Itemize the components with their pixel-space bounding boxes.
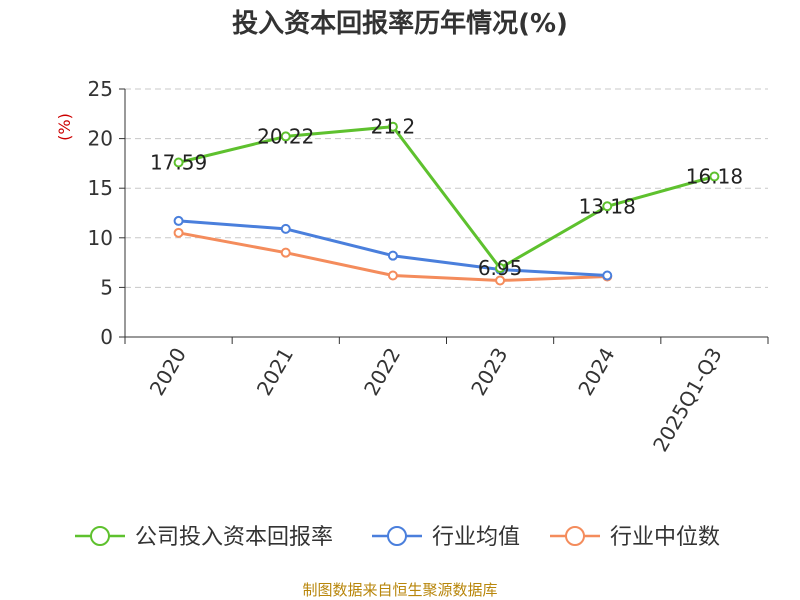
series-1-point (602, 270, 613, 281)
data-label: 13.18 (579, 194, 636, 218)
data-label: 6.95 (478, 256, 523, 280)
legend-marker-1 (387, 526, 407, 546)
y-tick-label: 15 (88, 176, 113, 200)
series-2-point (495, 275, 506, 286)
series-layer (173, 121, 720, 286)
grid-layer (125, 88, 768, 288)
legend: 公司投入资本回报率 行业均值 行业中位数 (75, 525, 720, 550)
x-tick-label: 2022 (359, 344, 405, 400)
legend-label-1: 行业均值 (432, 525, 520, 550)
y-axis-unit-label: (%) (55, 113, 74, 141)
legend-label-0: 公司投入资本回报率 (135, 525, 333, 550)
series-2-point (280, 247, 291, 258)
series-line-1 (178, 219, 608, 277)
series-0-point (709, 171, 720, 182)
x-tick-label: 2025Q1-Q3 (648, 344, 727, 456)
series-0-point (173, 157, 184, 168)
x-tick-label: 2021 (252, 344, 298, 400)
y-tick-label: 0 (100, 325, 113, 349)
series-0-point (387, 121, 398, 132)
series-1-point (387, 250, 398, 261)
series-1-point (280, 223, 291, 234)
series-1-point (173, 215, 184, 226)
series-0-point (280, 131, 291, 142)
series-0-point (495, 263, 506, 274)
data-label: 20.22 (257, 124, 314, 148)
data-label-layer: 17.59 20.22 21.2 6.95 13.18 16.18 (150, 115, 743, 280)
data-label: 17.59 (150, 151, 207, 175)
y-tick-label: 5 (100, 275, 113, 299)
y-tick-label: 10 (88, 226, 113, 250)
y-tick-label: 25 (88, 77, 113, 101)
series-2-point (387, 270, 398, 281)
x-tick-label: 2024 (573, 344, 619, 400)
legend-label-2: 行业中位数 (610, 525, 720, 550)
data-label: 21.2 (371, 115, 416, 139)
series-2-point (173, 227, 184, 238)
series-0-point (602, 201, 613, 212)
legend-marker-0 (90, 526, 110, 546)
legend-marker-2 (565, 526, 585, 546)
x-tick-label: 2020 (145, 344, 191, 400)
series-line-0 (178, 125, 715, 270)
y-tick-label: 20 (88, 127, 113, 151)
x-tick-label: 2023 (466, 344, 512, 400)
data-source-note: 制图数据来自恒生聚源数据库 (302, 581, 497, 599)
data-label: 16.18 (686, 164, 743, 188)
chart-title: 投入资本回报率历年情况(%) (232, 8, 568, 39)
axis-layer: 0 5 10 15 20 25 2020 2021 2022 2023 2024 2025Q1-Q3 (88, 77, 769, 456)
